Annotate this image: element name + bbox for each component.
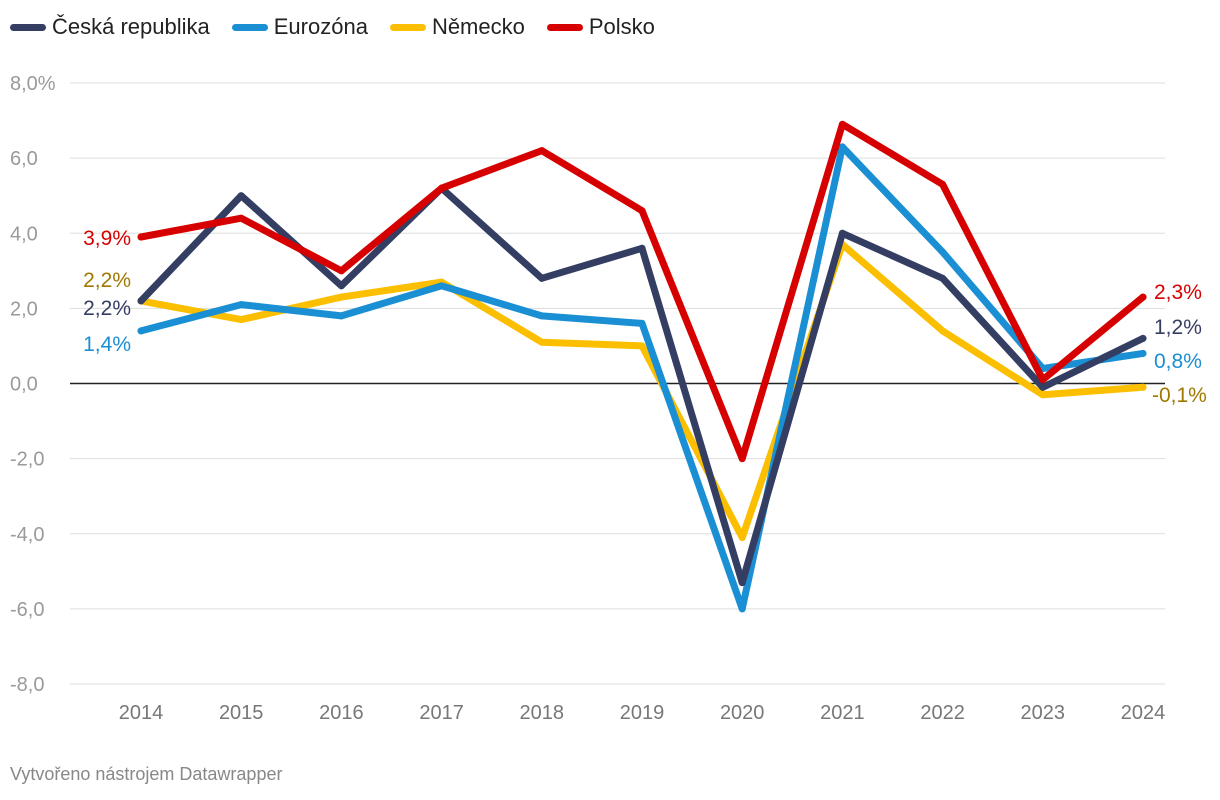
data-point-ceska-republika — [939, 274, 947, 282]
data-point-ceska-republika — [1039, 383, 1047, 391]
y-tick-label: 6,0 — [10, 148, 38, 170]
start-label-polsko: 3,9% — [83, 227, 131, 250]
data-point-nemecko — [337, 293, 345, 301]
legend-label-polsko: Polsko — [588, 14, 655, 39]
data-point-nemecko — [638, 342, 646, 350]
y-tick-label: -8,0 — [10, 674, 44, 696]
data-point-nemecko — [1139, 383, 1147, 391]
legend-item-ceska-republika: Česká republika — [10, 14, 210, 40]
footer-credit: Vytvořeno nástrojem Datawrapper — [10, 764, 283, 784]
data-point-ceska-republika — [237, 192, 245, 200]
legend-item-eurozona: Eurozóna — [231, 14, 368, 40]
data-point-ceska-republika — [137, 297, 145, 305]
legend-label-eurozona: Eurozóna — [273, 14, 368, 39]
x-tick-label: 2015 — [219, 702, 264, 724]
x-tick-label: 2014 — [119, 702, 164, 724]
data-point-ceska-republika — [838, 229, 846, 237]
start-label-eurozona: 1,4% — [83, 333, 131, 356]
end-label-eurozona: 0,8% — [1154, 350, 1202, 373]
data-point-ceska-republika — [538, 274, 546, 282]
y-tick-label: -6,0 — [10, 599, 44, 621]
data-point-eurozona — [838, 143, 846, 151]
x-tick-label: 2021 — [820, 702, 865, 724]
x-tick-label: 2019 — [620, 702, 665, 724]
data-point-eurozona — [438, 282, 446, 290]
data-point-ceska-republika — [738, 579, 746, 587]
start-label-nemecko: 2,2% — [83, 269, 131, 292]
data-point-polsko — [738, 455, 746, 463]
data-point-eurozona — [538, 312, 546, 320]
x-tick-label: 2017 — [419, 702, 464, 724]
data-point-eurozona — [237, 301, 245, 309]
data-point-eurozona — [337, 312, 345, 320]
data-point-nemecko — [939, 327, 947, 335]
data-point-ceska-republika — [337, 282, 345, 290]
data-point-polsko — [1139, 293, 1147, 301]
legend-swatch-ceska-republika — [10, 23, 46, 31]
data-point-polsko — [438, 184, 446, 192]
x-tick-label: 2016 — [319, 702, 364, 724]
data-point-polsko — [337, 267, 345, 275]
y-tick-label: -2,0 — [10, 449, 44, 471]
data-point-nemecko — [738, 534, 746, 542]
data-point-ceska-republika — [1139, 334, 1147, 342]
data-point-polsko — [939, 180, 947, 188]
end-label-nemecko: -0,1% — [1152, 384, 1207, 407]
data-point-eurozona — [1139, 349, 1147, 357]
data-point-polsko — [137, 233, 145, 241]
legend-item-polsko: Polsko — [546, 14, 655, 40]
legend-label-nemecko: Německo — [431, 14, 525, 39]
data-point-eurozona — [638, 319, 646, 327]
x-tick-label: 2018 — [520, 702, 565, 724]
x-tick-label: 2024 — [1121, 702, 1166, 724]
y-tick-label: 8,0% — [10, 73, 56, 95]
data-point-polsko — [638, 207, 646, 215]
legend-swatch-nemecko — [389, 23, 426, 31]
x-tick-label: 2022 — [920, 702, 965, 724]
x-tick-label: 2020 — [720, 702, 765, 724]
data-point-polsko — [838, 120, 846, 128]
start-label-ceska-republika: 2,2% — [83, 297, 131, 320]
y-tick-label: 2,0 — [10, 298, 38, 320]
series-line-polsko — [137, 120, 1147, 463]
legend-swatch-eurozona — [231, 23, 268, 31]
legend-swatch-polsko — [546, 23, 583, 31]
data-point-nemecko — [538, 338, 546, 346]
data-point-polsko — [538, 147, 546, 155]
end-label-ceska-republika: 1,2% — [1154, 316, 1202, 339]
data-point-eurozona — [738, 605, 746, 613]
data-point-polsko — [1039, 376, 1047, 384]
data-point-nemecko — [237, 316, 245, 324]
y-tick-label: 0,0 — [10, 374, 38, 396]
y-tick-label: 4,0 — [10, 223, 38, 245]
legend-item-nemecko: Německo — [389, 14, 525, 40]
data-point-eurozona — [939, 248, 947, 256]
data-point-ceska-republika — [638, 244, 646, 252]
end-label-polsko: 2,3% — [1154, 281, 1202, 304]
legend: Česká republika Eurozóna Německo Polsko — [10, 14, 655, 40]
x-tick-label: 2023 — [1021, 702, 1066, 724]
data-point-polsko — [237, 214, 245, 222]
legend-label-ceska-republika: Česká republika — [52, 14, 210, 39]
y-tick-label: -4,0 — [10, 524, 44, 546]
data-point-eurozona — [137, 327, 145, 335]
data-point-nemecko — [1039, 391, 1047, 399]
